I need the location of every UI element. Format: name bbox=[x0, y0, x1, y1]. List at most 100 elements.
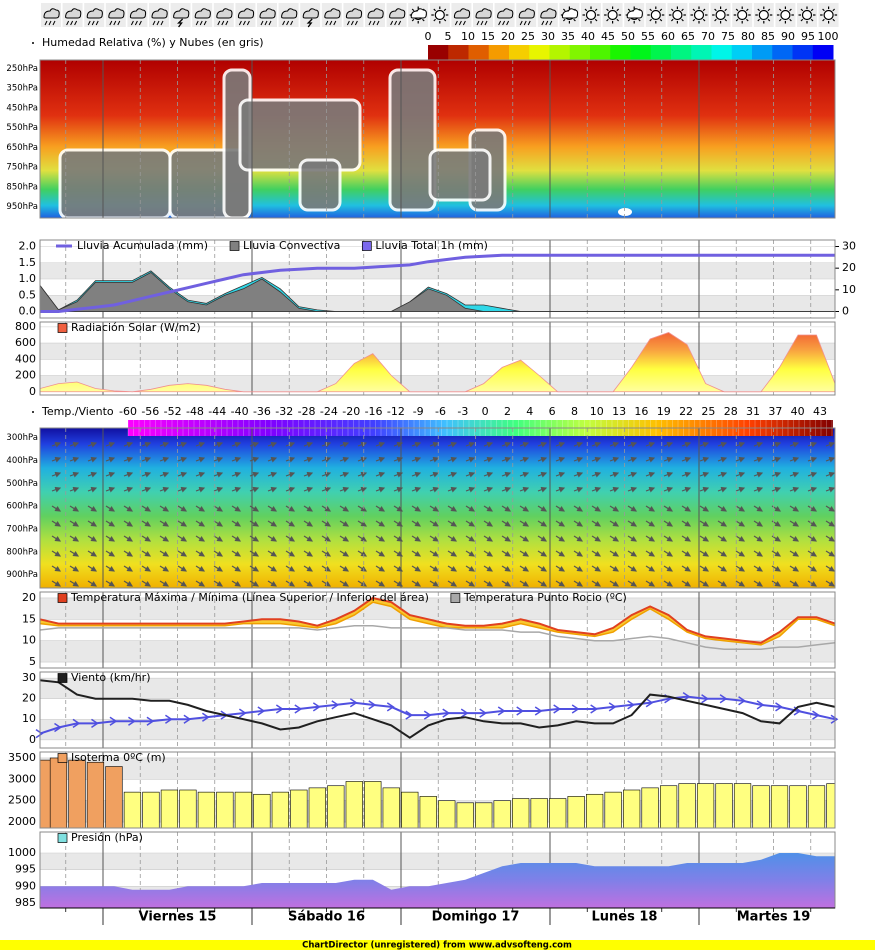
wind-arrow bbox=[825, 535, 836, 542]
wind-arrow bbox=[267, 580, 278, 587]
wind-arrow bbox=[87, 456, 98, 463]
wind-arrow bbox=[231, 441, 242, 448]
wind-chevron bbox=[405, 710, 414, 720]
wind-arrow bbox=[735, 456, 746, 463]
colorbar-label: -24 bbox=[320, 405, 338, 418]
wind-arrow bbox=[123, 580, 134, 587]
wind-arrow bbox=[627, 441, 638, 448]
sun-ray bbox=[659, 8, 663, 12]
wind-arrow bbox=[807, 471, 818, 478]
wind-arrow bbox=[141, 471, 152, 478]
rain-drop bbox=[70, 20, 74, 26]
sun-ray bbox=[778, 8, 782, 12]
pressure-label: 700hPa bbox=[6, 525, 38, 535]
rain-drop bbox=[541, 20, 545, 26]
colorbar-label: 4 bbox=[526, 405, 533, 418]
y-tick-label: 15 bbox=[22, 612, 36, 625]
sun-ray bbox=[681, 18, 684, 22]
wind-arrow bbox=[105, 565, 116, 572]
colorbar-cell bbox=[529, 45, 550, 60]
wind-arrow bbox=[69, 520, 80, 527]
wind-arrow bbox=[411, 520, 422, 527]
colorbar-label: -60 bbox=[119, 405, 137, 418]
colorbar-label: -20 bbox=[342, 405, 360, 418]
legend-swatch bbox=[229, 241, 240, 251]
sun-ray bbox=[832, 8, 836, 12]
series-area bbox=[39, 272, 835, 312]
cloud bbox=[194, 8, 211, 19]
wind-arrow bbox=[285, 580, 296, 587]
wind-arrow bbox=[429, 441, 440, 448]
wind-arrow bbox=[717, 520, 728, 527]
wind-arrow bbox=[645, 505, 656, 512]
legend-swatch bbox=[57, 593, 68, 603]
sun-ray bbox=[789, 18, 792, 22]
panel-stripe bbox=[40, 853, 835, 870]
wind-arrow bbox=[447, 441, 458, 448]
sun bbox=[801, 9, 813, 21]
wind-arrow bbox=[735, 505, 746, 512]
legend-swatch bbox=[57, 753, 68, 763]
bar bbox=[160, 789, 179, 829]
wind-arrow bbox=[627, 456, 638, 463]
wind-chevron bbox=[165, 714, 173, 724]
y2-tick-label: 30 bbox=[842, 240, 856, 253]
wind-chevron bbox=[812, 710, 820, 720]
rain-drop bbox=[199, 20, 203, 26]
wind-arrow bbox=[267, 550, 278, 557]
wind-arrow bbox=[789, 520, 800, 527]
wind-arrow bbox=[681, 565, 692, 572]
wind-arrow bbox=[267, 486, 278, 493]
wind-arrow bbox=[231, 520, 242, 527]
footer-bar bbox=[0, 940, 875, 950]
colorbar-label: 60 bbox=[661, 30, 675, 43]
colorbar-label: 15 bbox=[481, 30, 495, 43]
wind-arrow bbox=[717, 441, 728, 448]
wind-arrow bbox=[735, 565, 746, 572]
colorbar-cell bbox=[488, 45, 510, 60]
rain-drop bbox=[519, 20, 523, 26]
bar bbox=[696, 783, 715, 829]
cloud-area bbox=[428, 148, 492, 202]
sun-ray bbox=[594, 18, 598, 22]
series-area bbox=[39, 332, 836, 393]
legend-label: Isoterma 0ºC (m) bbox=[71, 751, 166, 764]
wind-arrow bbox=[627, 535, 638, 542]
panel-frame bbox=[39, 59, 836, 219]
wind-arrow bbox=[249, 565, 260, 572]
wind-arrow bbox=[267, 471, 278, 478]
sun-ray bbox=[659, 18, 663, 22]
wind-arrow bbox=[249, 456, 260, 463]
rain-drop bbox=[325, 20, 329, 26]
wind-arrow bbox=[663, 535, 674, 542]
bar bbox=[807, 785, 826, 829]
wind-arrow bbox=[159, 520, 170, 527]
wind-arrow bbox=[303, 520, 314, 527]
colorbar-label: 28 bbox=[724, 405, 738, 418]
wind-arrow bbox=[303, 486, 314, 493]
bar bbox=[826, 783, 836, 829]
sun-ray bbox=[822, 8, 825, 12]
bar bbox=[253, 793, 271, 829]
wind-arrow bbox=[645, 456, 656, 463]
pressure-label: 450hPa bbox=[6, 103, 38, 113]
rain-drop bbox=[66, 20, 70, 26]
wind-arrow bbox=[411, 535, 422, 542]
cloud bbox=[281, 8, 298, 19]
wind-arrow bbox=[807, 550, 818, 557]
wind-arrow bbox=[573, 565, 584, 572]
wind-arrow bbox=[753, 580, 764, 587]
wind-arrow bbox=[519, 441, 530, 448]
bar bbox=[382, 787, 400, 829]
colorbar-label: 100 bbox=[818, 30, 839, 43]
wind-arrow bbox=[267, 456, 278, 463]
sun-ray bbox=[670, 18, 674, 22]
colorbar-label: -9 bbox=[413, 405, 424, 418]
rain-drop bbox=[390, 20, 394, 26]
sun-ray bbox=[757, 8, 760, 12]
pressure-label: 750hPa bbox=[6, 163, 38, 173]
wind-arrow bbox=[177, 565, 188, 572]
wind-arrow bbox=[195, 520, 206, 527]
rain-drop bbox=[498, 20, 502, 26]
wind-arrow bbox=[285, 471, 296, 478]
